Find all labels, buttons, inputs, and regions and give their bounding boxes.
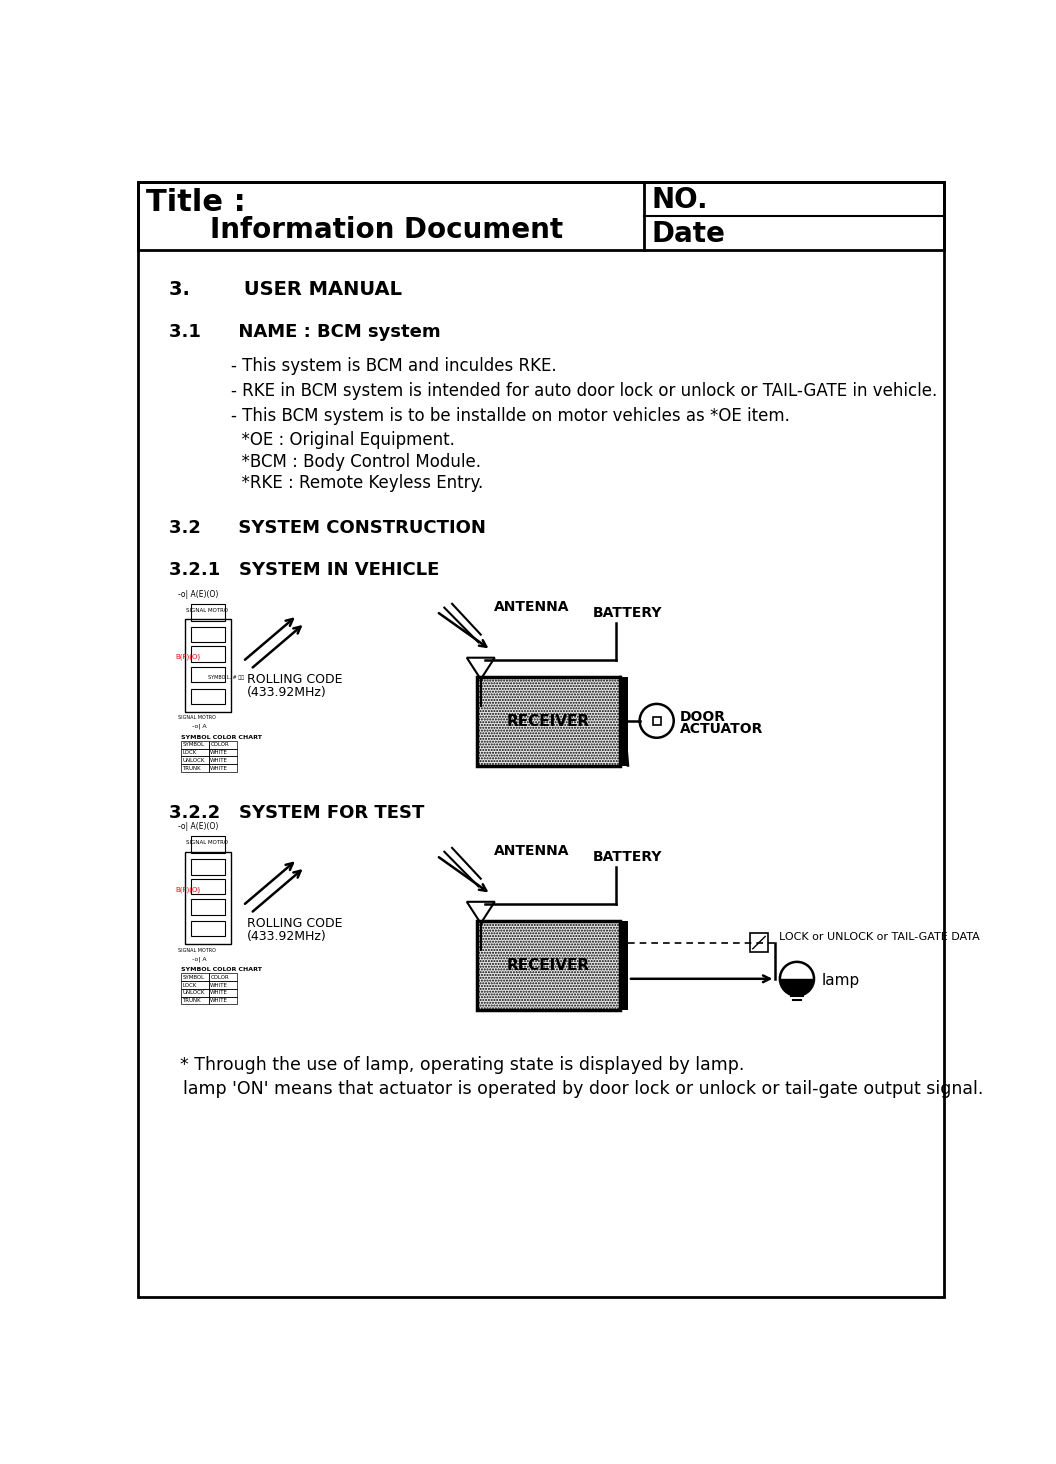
Text: ACTUATOR: ACTUATOR (680, 722, 763, 736)
Text: -o| A: -o| A (192, 723, 207, 729)
Text: (433.92MHz): (433.92MHz) (247, 687, 326, 700)
Text: ROLLING CODE: ROLLING CODE (247, 916, 342, 930)
Text: ANTENNA: ANTENNA (494, 845, 569, 858)
Text: * Through the use of lamp, operating state is displayed by lamp.: * Through the use of lamp, operating sta… (169, 1056, 744, 1073)
Bar (191, 688, 225, 704)
Text: SYMBOL COLOR CHART: SYMBOL COLOR CHART (181, 735, 262, 739)
Bar (209, 997, 237, 1004)
Text: TRUNK: TRUNK (183, 998, 201, 1003)
Text: BATTERY: BATTERY (593, 606, 662, 621)
Text: WHITE: WHITE (210, 766, 228, 770)
Bar (181, 757, 209, 764)
Bar (209, 988, 237, 997)
Text: LOCK: LOCK (183, 982, 196, 988)
Bar (185, 619, 231, 712)
Bar (181, 748, 209, 757)
Text: SYMBOL: SYMBOL (183, 975, 205, 979)
Text: B(F)(O): B(F)(O) (175, 886, 201, 893)
Text: -o| A: -o| A (192, 956, 207, 962)
Bar (477, 676, 620, 766)
Text: *BCM : Body Control Module.: *BCM : Body Control Module. (231, 452, 482, 471)
Text: UNLOCK: UNLOCK (183, 990, 205, 996)
Text: 3.        USER MANUAL: 3. USER MANUAL (169, 281, 402, 300)
Text: BATTERY: BATTERY (593, 851, 662, 864)
Text: COLOR: COLOR (210, 742, 229, 748)
Text: (433.92MHz): (433.92MHz) (247, 930, 326, 943)
Bar (209, 741, 237, 748)
Text: 3.2      SYSTEM CONSTRUCTION: 3.2 SYSTEM CONSTRUCTION (169, 520, 486, 537)
Bar (191, 836, 225, 854)
Text: RECEIVER: RECEIVER (507, 957, 590, 972)
Text: WHITE: WHITE (210, 750, 228, 755)
Text: SYMBO L. # 버튼: SYMBO L. # 버튼 (208, 675, 244, 681)
Text: 3.2.1   SYSTEM IN VEHICLE: 3.2.1 SYSTEM IN VEHICLE (169, 562, 439, 580)
Text: TRUNK: TRUNK (183, 766, 201, 770)
Text: DOOR: DOOR (680, 710, 725, 725)
Text: -o| A(E)(O): -o| A(E)(O) (178, 590, 219, 599)
Text: ROLLING CODE: ROLLING CODE (247, 673, 342, 687)
Bar (653, 717, 661, 725)
Text: 3.2.2   SYSTEM FOR TEST: 3.2.2 SYSTEM FOR TEST (169, 804, 425, 821)
Bar (209, 974, 237, 981)
Text: 3.1      NAME : BCM system: 3.1 NAME : BCM system (169, 322, 440, 341)
Bar (181, 981, 209, 988)
Bar (181, 741, 209, 748)
Text: Date: Date (652, 220, 725, 247)
Text: WHITE: WHITE (210, 758, 228, 763)
Bar (181, 988, 209, 997)
Text: SIGNAL MOTRO: SIGNAL MOTRO (178, 949, 216, 953)
Text: - This BCM system is to be installde on motor vehicles as *OE item.: - This BCM system is to be installde on … (231, 407, 790, 425)
Bar (191, 859, 225, 875)
Text: SIGNAL MOTRO: SIGNAL MOTRO (186, 840, 228, 845)
Text: WHITE: WHITE (210, 998, 228, 1003)
Wedge shape (780, 979, 814, 996)
Bar (209, 764, 237, 772)
Bar (191, 899, 225, 915)
Text: lamp 'ON' means that actuator is operated by door lock or unlock or tail-gate ou: lamp 'ON' means that actuator is operate… (183, 1080, 983, 1098)
Bar (181, 974, 209, 981)
Text: SYMBOL COLOR CHART: SYMBOL COLOR CHART (181, 968, 262, 972)
Bar (620, 676, 628, 766)
Text: - RKE in BCM system is intended for auto door lock or unlock or TAIL-GATE in veh: - RKE in BCM system is intended for auto… (231, 382, 938, 400)
Bar (191, 878, 225, 895)
Text: COLOR: COLOR (210, 975, 229, 979)
Bar (191, 627, 225, 643)
Bar (209, 748, 237, 757)
Text: LOCK or UNLOCK or TAIL-GATE DATA: LOCK or UNLOCK or TAIL-GATE DATA (779, 931, 980, 941)
Bar (751, 934, 768, 952)
Text: SIGNAL MOTRO: SIGNAL MOTRO (186, 608, 228, 612)
Text: SIGNAL MOTRO: SIGNAL MOTRO (178, 716, 216, 720)
Text: NO.: NO. (652, 186, 708, 214)
Bar (191, 603, 225, 621)
Text: LOCK: LOCK (183, 750, 196, 755)
Bar (191, 646, 225, 662)
Bar (185, 852, 231, 944)
Text: Title :: Title : (146, 187, 246, 217)
Text: *RKE : Remote Keyless Entry.: *RKE : Remote Keyless Entry. (231, 474, 484, 492)
Text: lamp: lamp (822, 972, 860, 988)
Text: - This system is BCM and inculdes RKE.: - This system is BCM and inculdes RKE. (231, 357, 557, 375)
Text: SYMBOL: SYMBOL (183, 742, 205, 748)
Bar (209, 981, 237, 988)
Text: UNLOCK: UNLOCK (183, 758, 205, 763)
Bar (620, 921, 628, 1010)
Bar (191, 668, 225, 682)
Bar (181, 764, 209, 772)
Bar (191, 921, 225, 937)
Text: RECEIVER: RECEIVER (507, 714, 590, 729)
Bar (477, 921, 620, 1010)
Text: B(F)(O): B(F)(O) (175, 654, 201, 660)
Bar (138, 182, 944, 249)
Text: WHITE: WHITE (210, 982, 228, 988)
Text: ANTENNA: ANTENNA (494, 600, 569, 613)
Bar (181, 997, 209, 1004)
Text: -o| A(E)(O): -o| A(E)(O) (178, 823, 219, 832)
Text: *OE : Original Equipment.: *OE : Original Equipment. (231, 432, 455, 449)
Text: Information Document: Information Document (210, 215, 563, 243)
Text: WHITE: WHITE (210, 990, 228, 996)
Bar (209, 757, 237, 764)
